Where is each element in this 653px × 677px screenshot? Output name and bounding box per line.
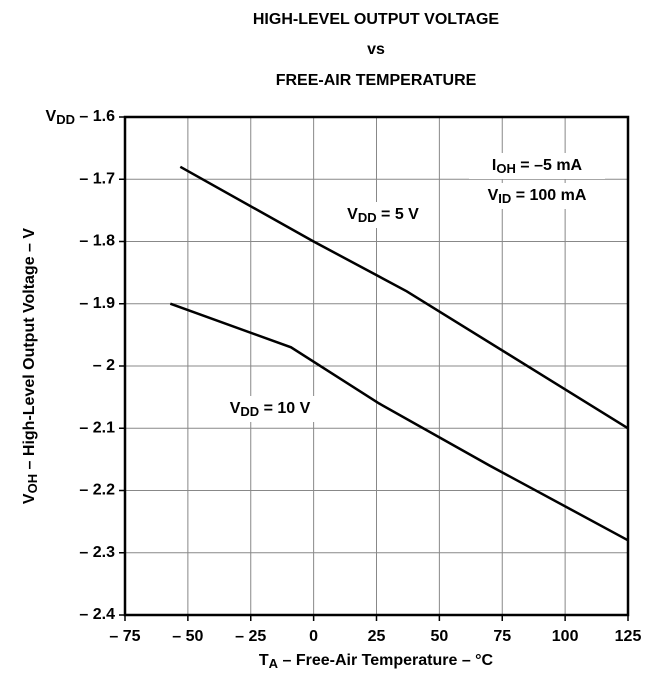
annotation: IOH = –5 mA xyxy=(492,157,583,176)
y-tick-label: – 2.4 xyxy=(79,606,115,623)
x-tick-label: 0 xyxy=(309,628,318,645)
x-tick-label: – 25 xyxy=(235,628,266,645)
plot-frame xyxy=(123,115,630,617)
x-tick-label: 50 xyxy=(430,628,448,645)
label-bg xyxy=(216,396,324,422)
chart-title: vs xyxy=(367,41,385,58)
y-tick-label: – 2.1 xyxy=(79,419,115,436)
x-tick-label: 100 xyxy=(552,628,579,645)
series-line xyxy=(179,165,629,430)
label-bg xyxy=(469,183,605,209)
y-tick-label: – 1.9 xyxy=(79,295,115,312)
x-tick-label: 125 xyxy=(615,628,642,645)
label-bg xyxy=(469,153,605,179)
x-tick-label: 75 xyxy=(493,628,511,645)
series-label: VDD = 5 V xyxy=(347,206,419,225)
series-line xyxy=(169,302,629,542)
x-axis-label: TA – Free-Air Temperature – °C xyxy=(259,652,494,671)
y-tick-label: – 1.8 xyxy=(79,233,115,250)
y-axis-label: VOH – High-Level Output Voltage – V xyxy=(21,228,40,504)
series-label: VDD = 10 V xyxy=(230,400,311,419)
x-tick-label: – 75 xyxy=(109,628,140,645)
y-tick-label: – 2.3 xyxy=(79,544,115,561)
chart-title: FREE-AIR TEMPERATURE xyxy=(276,72,477,89)
y-tick-label: – 2 xyxy=(93,357,115,374)
label-bg xyxy=(329,202,437,228)
annotation: VID = 100 mA xyxy=(488,187,587,206)
x-tick-label: – 50 xyxy=(172,628,203,645)
y-tick-label: – 1.7 xyxy=(79,170,115,187)
y-tick-label: VDD – 1.6 xyxy=(46,108,116,127)
chart-title: HIGH-LEVEL OUTPUT VOLTAGE xyxy=(253,11,500,28)
x-tick-label: 25 xyxy=(368,628,386,645)
y-tick-label: – 2.2 xyxy=(79,482,115,499)
